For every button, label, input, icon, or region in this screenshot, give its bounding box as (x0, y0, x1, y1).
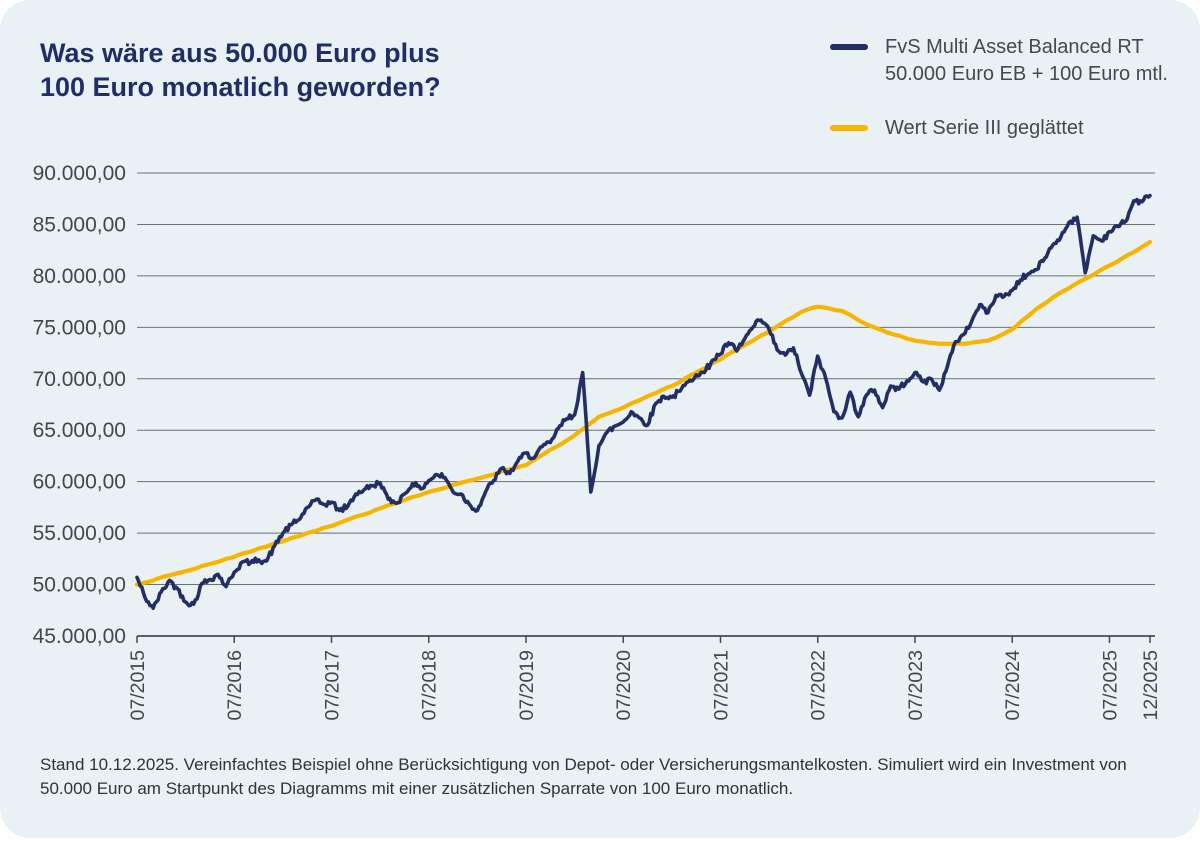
svg-text:07/2018: 07/2018 (419, 650, 441, 721)
svg-text:45.000,00: 45.000,00 (33, 625, 126, 648)
svg-text:75.000,00: 75.000,00 (33, 316, 126, 339)
chart-title-line2: 100 Euro monatlich geworden? (40, 72, 441, 102)
legend-label-fvs: FvS Multi Asset Balanced RT 50.000 Euro … (885, 36, 1168, 85)
svg-text:07/2015: 07/2015 (127, 650, 149, 721)
legend-line-swatch-serie3 (830, 125, 868, 131)
legend-label-serie3: Wert Serie III geglättet (885, 117, 1084, 139)
chart-legend: FvS Multi Asset Balanced RT 50.000 Euro … (830, 34, 1168, 142)
svg-text:07/2019: 07/2019 (516, 650, 538, 721)
svg-text:50.000,00: 50.000,00 (33, 574, 126, 597)
svg-text:07/2021: 07/2021 (710, 650, 732, 721)
svg-text:70.000,00: 70.000,00 (33, 368, 126, 391)
svg-text:07/2016: 07/2016 (224, 650, 246, 721)
svg-text:07/2022: 07/2022 (808, 650, 830, 721)
svg-text:12/2025: 12/2025 (1140, 650, 1162, 721)
legend-line-swatch-fvs (830, 44, 868, 50)
svg-text:85.000,00: 85.000,00 (33, 213, 126, 236)
svg-text:07/2020: 07/2020 (613, 650, 635, 721)
svg-text:90.000,00: 90.000,00 (33, 162, 126, 185)
footnote-text: Stand 10.12.2025. Vereinfachtes Beispiel… (40, 755, 1127, 798)
chart-title-line1: Was wäre aus 50.000 Euro plus (40, 38, 440, 68)
svg-text:07/2025: 07/2025 (1099, 650, 1121, 721)
legend-item-fvs: FvS Multi Asset Balanced RT 50.000 Euro … (830, 34, 1168, 88)
svg-text:55.000,00: 55.000,00 (33, 522, 126, 545)
svg-text:07/2023: 07/2023 (905, 650, 927, 721)
svg-text:80.000,00: 80.000,00 (33, 265, 126, 288)
svg-text:07/2024: 07/2024 (1002, 650, 1024, 721)
svg-text:07/2017: 07/2017 (321, 650, 343, 721)
legend-item-serie3: Wert Serie III geglättet (830, 115, 1168, 142)
svg-text:60.000,00: 60.000,00 (33, 471, 126, 494)
chart-title: Was wäre aus 50.000 Euro plus 100 Euro m… (40, 36, 441, 104)
svg-text:65.000,00: 65.000,00 (33, 419, 126, 442)
